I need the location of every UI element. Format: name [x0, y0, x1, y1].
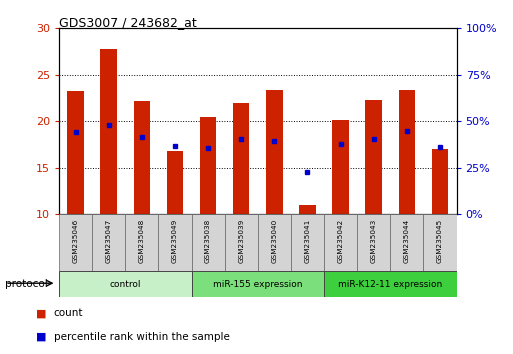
Bar [291, 214, 324, 271]
Bar [191, 214, 225, 271]
Bar [423, 214, 457, 271]
Bar [101, 49, 117, 214]
Text: control: control [109, 280, 141, 289]
Text: GDS3007 / 243682_at: GDS3007 / 243682_at [60, 16, 197, 29]
Text: GSM235047: GSM235047 [106, 219, 112, 263]
Text: percentile rank within the sample: percentile rank within the sample [54, 332, 230, 342]
Text: GSM235039: GSM235039 [238, 219, 244, 263]
Bar [399, 90, 415, 214]
Bar [92, 214, 125, 271]
Bar [125, 214, 159, 271]
Bar [233, 103, 249, 214]
Text: miR-K12-11 expression: miR-K12-11 expression [338, 280, 442, 289]
Text: GSM235038: GSM235038 [205, 219, 211, 263]
Bar [159, 214, 191, 271]
Text: GSM235045: GSM235045 [437, 219, 443, 263]
Text: ■: ■ [36, 308, 46, 318]
Text: miR-155 expression: miR-155 expression [213, 280, 303, 289]
Bar [299, 205, 316, 214]
Bar [332, 120, 349, 214]
Bar [191, 271, 324, 297]
Bar [59, 214, 92, 271]
Bar [365, 100, 382, 214]
Bar [200, 116, 216, 214]
Text: GSM235048: GSM235048 [139, 219, 145, 263]
Bar [167, 151, 183, 214]
Text: GSM235040: GSM235040 [271, 219, 278, 263]
Bar [432, 149, 448, 214]
Bar [357, 214, 390, 271]
Text: ■: ■ [36, 332, 46, 342]
Bar [390, 214, 423, 271]
Bar [59, 271, 191, 297]
Bar [324, 271, 457, 297]
Text: GSM235046: GSM235046 [72, 219, 78, 263]
Text: count: count [54, 308, 84, 318]
Text: GSM235041: GSM235041 [305, 219, 310, 263]
Text: protocol: protocol [5, 279, 48, 289]
Text: GSM235042: GSM235042 [338, 219, 344, 263]
Bar [258, 214, 291, 271]
Text: GSM235044: GSM235044 [404, 219, 410, 263]
Bar [133, 101, 150, 214]
Text: GSM235043: GSM235043 [371, 219, 377, 263]
Bar [266, 90, 283, 214]
Text: GSM235049: GSM235049 [172, 219, 178, 263]
Bar [225, 214, 258, 271]
Bar [67, 91, 84, 214]
Bar [324, 214, 357, 271]
